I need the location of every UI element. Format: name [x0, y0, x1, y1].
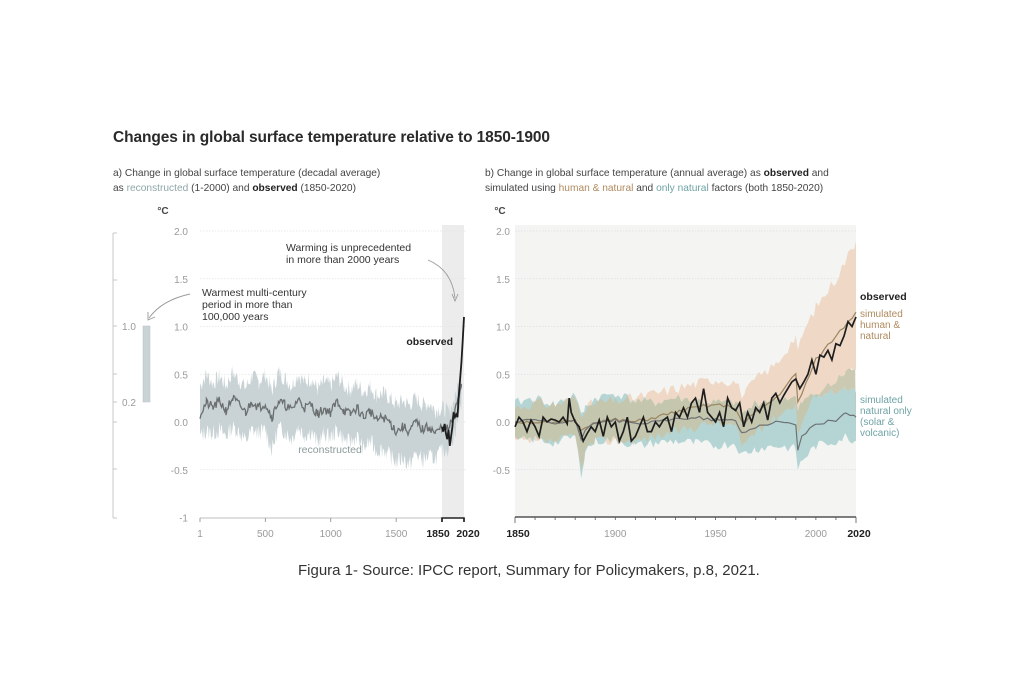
only-natural-keyword: only natural: [656, 182, 709, 194]
y-tick-label: 1.5: [496, 275, 510, 286]
text: and: [633, 182, 657, 194]
y-tick-label: -1: [179, 514, 188, 525]
arrow-head-icon: [147, 312, 156, 321]
y-tick-label: -0.5: [171, 466, 189, 477]
reconstructed-keyword: reconstructed: [126, 182, 189, 194]
figure-caption: Figura 1- Source: IPCC report, Summary f…: [298, 562, 760, 579]
recent-bracket: [441, 517, 465, 522]
reconstructed-line: [199, 383, 463, 438]
text: as: [113, 182, 127, 194]
y-tick-label: 2.0: [174, 227, 188, 238]
y-tick-label: 1.0: [496, 323, 510, 334]
y-tick-label: 2.0: [496, 227, 510, 238]
x-tick-label: 1500: [385, 529, 408, 540]
natural-only-label: (solar &: [860, 417, 895, 428]
warming-annotation-line: Warming is unprecedented: [286, 242, 411, 254]
x-tick-label: 1950: [704, 529, 727, 540]
text: b) Change in global surface temperature …: [485, 168, 764, 179]
x-tick-label: 1: [197, 529, 203, 540]
text: and: [808, 168, 829, 179]
y-tick-label: 0.0: [174, 418, 188, 429]
side-scale-label: 1.0: [122, 322, 136, 333]
y-tick-label: 1.5: [174, 275, 188, 286]
natural-only-label: natural only: [860, 406, 912, 417]
century-annotation-line: Warmest multi-century: [202, 287, 307, 299]
text: factors (both 1850-2020): [708, 182, 824, 194]
text: (1850-2020): [297, 182, 356, 194]
natural-only-label: simulated: [860, 395, 903, 406]
x-tick-label: 1850: [506, 528, 530, 540]
panel-b-chart: 2.0 1.5 1.0 0.5 0.0 -0.5 °C 1850 1900 1950 2000 202…: [493, 206, 912, 540]
text: (1-2000) and: [188, 182, 253, 194]
y-tick-label: -0.5: [493, 466, 511, 477]
natural-only-label: volcanic): [860, 428, 899, 439]
century-annotation-line: period in more than: [202, 299, 293, 311]
human-natural-label: human &: [860, 320, 900, 331]
reconstructed-label: reconstructed: [298, 444, 362, 456]
y-axis-unit: °C: [157, 206, 168, 217]
warming-annotation-line: in more than 2000 years: [286, 254, 399, 266]
observed-line: [514, 316, 857, 444]
human-natural-label: simulated: [860, 309, 903, 320]
x-tick-label: 2000: [805, 529, 828, 540]
side-scale-label: 0.2: [122, 398, 136, 409]
x-tick-label: 1900: [604, 529, 627, 540]
observed-label: observed: [860, 291, 907, 303]
panel-b-subtitle-line2: simulated using human & natural and only…: [485, 182, 829, 197]
y-tick-label: 0.5: [174, 370, 188, 381]
observed-keyword: observed: [763, 168, 809, 179]
panel-a-chart: 2.01.51.00.50.0-0.5-1°C1 500 1000 1500 1850 2…: [112, 206, 480, 540]
text: simulated using: [485, 182, 559, 194]
x-tick-label: 1850: [426, 528, 450, 540]
y-tick-label: 0.5: [496, 370, 510, 381]
y-tick-label: 0.0: [496, 418, 510, 429]
x-tick-label: 2020: [456, 528, 480, 540]
x-tick-label: 1000: [320, 529, 343, 540]
panel-b-subtitle: b) Change in global surface temperature …: [485, 167, 829, 196]
panel-a-subtitle: a) Change in global surface temperature …: [113, 167, 380, 196]
panel-a-subtitle-line1: a) Change in global surface temperature …: [113, 168, 381, 179]
observed-keyword: observed: [252, 182, 298, 194]
x-tick-label: 500: [257, 529, 274, 540]
y-tick-label: 1.0: [174, 323, 188, 334]
panel-b-subtitle-line1: b) Change in global surface temperature …: [485, 167, 829, 182]
y-axis-unit: °C: [494, 206, 505, 217]
reconstructed-uncertainty-band: [200, 365, 462, 470]
observed-label: observed: [406, 336, 453, 348]
x-tick-label: 2020: [847, 528, 871, 540]
arrow-head-icon: [451, 293, 459, 303]
figure-title: Changes in global surface temperature re…: [113, 129, 550, 146]
century-annotation-arrow: [148, 293, 191, 319]
observed-line: [441, 316, 465, 447]
century-annotation-line: 100,000 years: [202, 311, 269, 323]
human-natural-label: natural: [860, 331, 891, 342]
warmest-period-range-bar: [142, 325, 151, 403]
panel-a-subtitle-line2: as reconstructed (1-2000) and observed (…: [113, 182, 380, 197]
warming-annotation-arrow: [427, 259, 456, 299]
human-natural-keyword: human & natural: [558, 182, 634, 194]
